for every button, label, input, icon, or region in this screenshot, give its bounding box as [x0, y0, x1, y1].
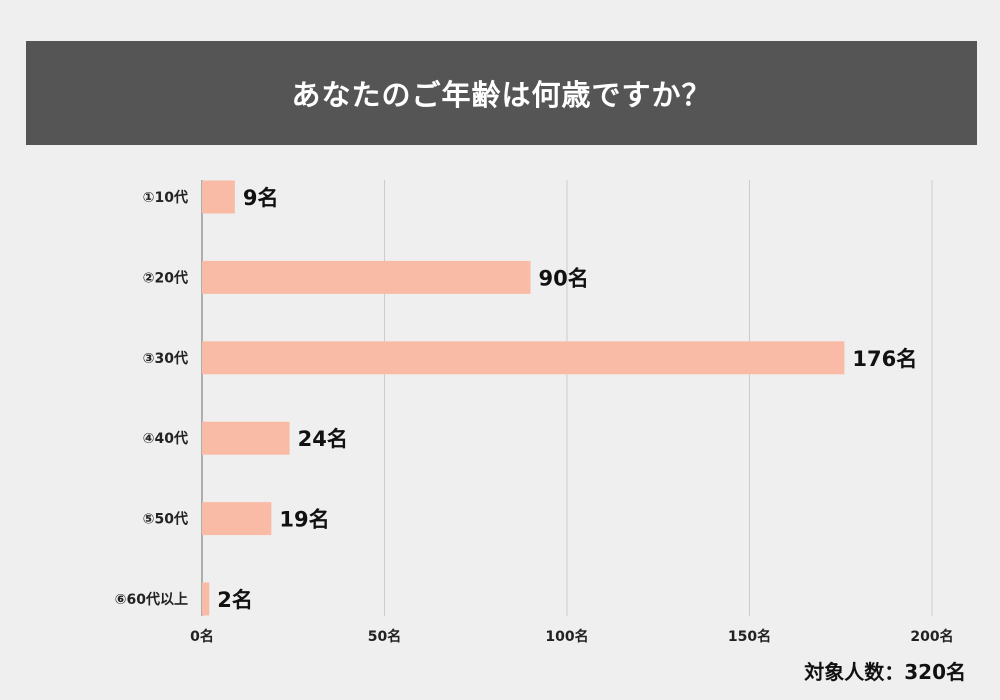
x-tick-label: 50名	[368, 628, 401, 645]
bar	[202, 582, 210, 616]
category-label: ②20代	[143, 269, 188, 286]
category-label: ③30代	[143, 350, 188, 367]
bar	[202, 260, 531, 294]
category-label: ⑥60代以上	[115, 591, 188, 608]
category-label: ⑤50代	[143, 511, 188, 528]
bar	[202, 341, 845, 375]
x-tick-label: 150名	[728, 628, 771, 645]
chart-title: あなたのご年齢は何歳ですか？	[291, 78, 712, 112]
title-banner: あなたのご年齢は何歳ですか？	[26, 41, 977, 145]
data-label: 24名	[298, 427, 348, 451]
data-label: 19名	[279, 508, 329, 532]
category-label: ④40代	[143, 430, 188, 447]
category-label: ①10代	[143, 189, 188, 206]
data-label: 176名	[852, 347, 917, 371]
x-tick-label: 100名	[545, 628, 588, 645]
data-label: 9名	[243, 186, 279, 210]
bar	[202, 502, 272, 536]
bar	[202, 421, 290, 455]
data-label: 2名	[217, 588, 253, 612]
data-label: 90名	[539, 266, 589, 290]
x-tick-label: 200名	[910, 628, 953, 645]
sample-size-note: 対象人数：320名	[804, 660, 966, 684]
bar	[202, 180, 235, 214]
x-tick-label: 0名	[190, 628, 214, 645]
